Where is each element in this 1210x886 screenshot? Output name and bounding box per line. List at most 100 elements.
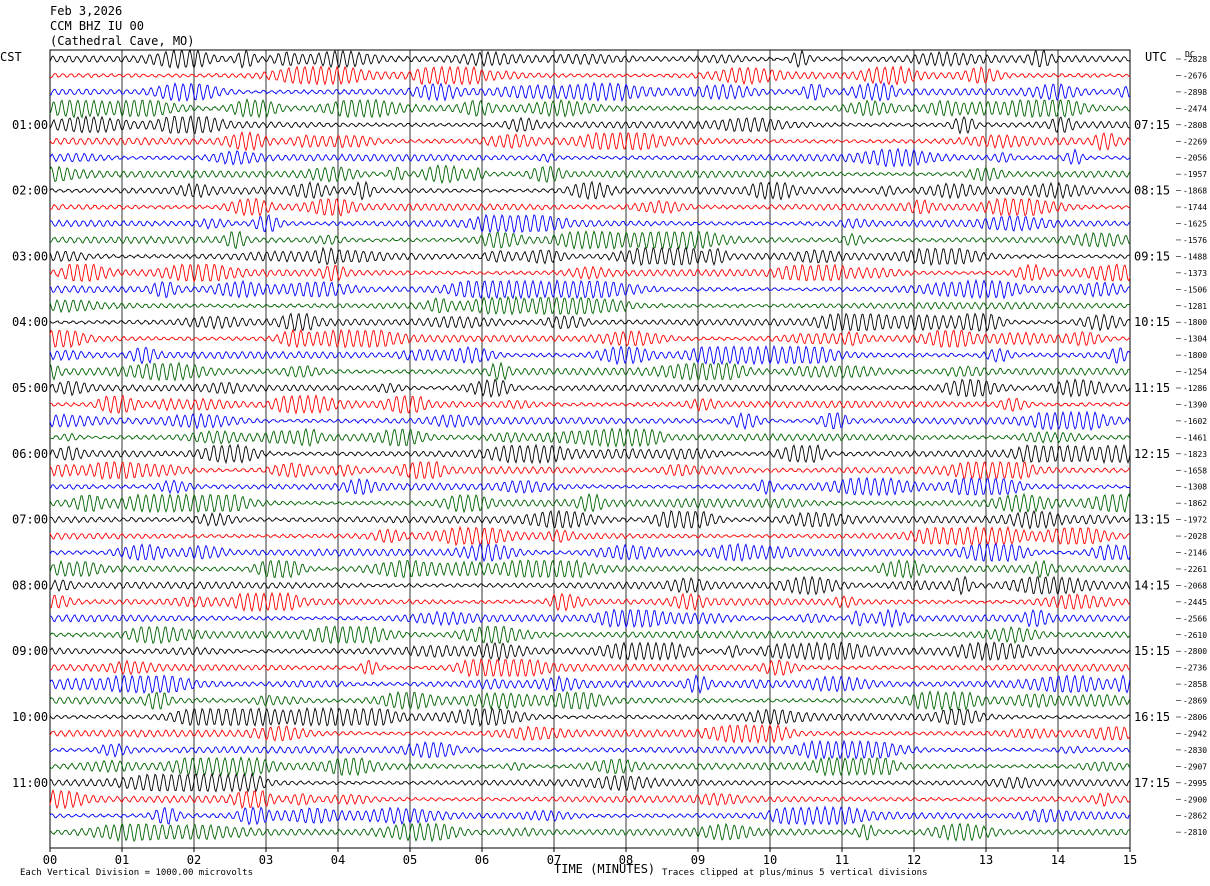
seismic-trace (49, 476, 1131, 497)
seismic-trace (49, 509, 1131, 530)
dc-offset-label: -1862 (1183, 499, 1207, 508)
dc-offset-label: -2828 (1183, 55, 1207, 64)
cst-hour-label: 08:00 (12, 578, 48, 592)
dc-offset-label: -2736 (1183, 664, 1207, 673)
cst-hour-label: 10:00 (12, 710, 48, 724)
cst-hour-label: 02:00 (12, 184, 48, 198)
x-tick-label: 02 (187, 853, 201, 867)
utc-time-label: 14:15 (1134, 578, 1170, 592)
seismic-trace (49, 724, 1131, 745)
x-tick-label: 04 (331, 853, 345, 867)
dc-offset-label: -2261 (1183, 565, 1207, 574)
dc-offset-label: -2056 (1183, 154, 1207, 163)
dc-offset-label: -2806 (1183, 713, 1207, 722)
dc-offset-labels: -2828 -2676 -2898 -2474 -2808 -2269 -2056 -1957… (1176, 55, 1207, 837)
seismic-trace (49, 81, 1131, 103)
utc-time-label: 11:15 (1134, 381, 1170, 395)
dc-offset-label: -2995 (1183, 779, 1207, 788)
dc-offset-label: -2907 (1183, 762, 1207, 771)
scale-note: Each Vertical Division = 1000.00 microvo… (20, 868, 253, 878)
dc-offset-label: -2858 (1183, 680, 1207, 689)
seismic-trace (49, 443, 1131, 465)
dc-offset-label: -2028 (1183, 532, 1207, 541)
seismic-trace (49, 147, 1131, 168)
seismic-trace (49, 460, 1131, 480)
seismic-trace (49, 492, 1131, 514)
dc-offset-label: -2900 (1183, 795, 1207, 804)
x-tick-label: 12 (907, 853, 921, 867)
dc-offset-label: -1823 (1183, 450, 1207, 459)
cst-hour-label: 01:00 (12, 118, 48, 132)
seismic-trace (49, 756, 1131, 777)
x-axis-title: TIME (MINUTES) (554, 862, 656, 876)
cst-hour-label: 11:00 (12, 776, 48, 790)
seismic-trace (49, 164, 1131, 185)
dc-offset-label: -2800 (1183, 647, 1207, 656)
utc-time-label: 15:15 (1134, 644, 1170, 658)
dc-offset-label: -1957 (1183, 170, 1207, 179)
left-timezone-label: CST (0, 50, 22, 64)
seismic-trace (49, 263, 1131, 283)
dc-offset-label: -1281 (1183, 302, 1207, 311)
x-tick-label: 13 (979, 853, 993, 867)
seismic-trace (49, 180, 1131, 201)
x-tick-label: 07 (547, 853, 561, 867)
utc-time-label: 16:15 (1134, 710, 1170, 724)
seismic-trace (49, 64, 1131, 86)
x-tick-label: 03 (259, 853, 273, 867)
seismic-trace (49, 542, 1131, 563)
utc-time-label: 08:15 (1134, 184, 1170, 198)
seismic-trace (49, 591, 1131, 613)
seismic-trace (49, 197, 1131, 217)
dc-offset-label: -1602 (1183, 417, 1207, 426)
x-tick-label: 01 (115, 853, 129, 867)
seismic-trace (49, 706, 1131, 727)
dc-offset-label: -2898 (1183, 88, 1207, 97)
seismic-trace (49, 525, 1131, 547)
utc-time-label: 10:15 (1134, 315, 1170, 329)
right-time-ticks: 07:15 08:15 09:15 10:15 11:15 12:15 13:15 14:15… (1134, 118, 1170, 790)
right-timezone-label: UTC (1145, 50, 1167, 64)
dc-offset-label: -2676 (1183, 71, 1207, 80)
plot-frame (49, 49, 1131, 849)
chart-grid (49, 49, 1131, 849)
x-tick-label: 11 (835, 853, 849, 867)
seismic-trace (49, 394, 1131, 415)
seismic-trace (49, 312, 1131, 332)
dc-offset-label: -2808 (1183, 121, 1207, 130)
dc-offset-label: -2810 (1183, 828, 1207, 837)
seismic-trace (49, 625, 1131, 645)
seismic-trace (49, 229, 1131, 251)
utc-time-label: 07:15 (1134, 118, 1170, 132)
seismic-trace (49, 789, 1131, 810)
seismic-trace (50, 213, 1131, 234)
seismic-traces (49, 48, 1131, 843)
seismic-trace (49, 246, 1130, 267)
cst-hour-label: 09:00 (12, 644, 48, 658)
dc-label: DC (1185, 50, 1195, 59)
dc-offset-label: -1254 (1183, 368, 1207, 377)
dc-offset-label: -1800 (1183, 351, 1207, 360)
seismic-trace (49, 130, 1131, 152)
seismic-trace (49, 641, 1131, 662)
dc-offset-label: -1308 (1183, 483, 1207, 492)
dc-offset-label: -1658 (1183, 466, 1207, 475)
cst-hour-label: 05:00 (12, 381, 48, 395)
x-tick-label: 10 (763, 853, 777, 867)
dc-offset-label: -2269 (1183, 137, 1207, 146)
seismic-trace (49, 821, 1131, 843)
seismic-trace (49, 674, 1131, 695)
seismic-trace (49, 608, 1131, 629)
cst-hour-label: 07:00 (12, 513, 48, 527)
seismic-trace (49, 378, 1131, 399)
seismic-trace (49, 361, 1131, 382)
dc-offset-label: -1390 (1183, 400, 1207, 409)
seismic-trace (49, 575, 1131, 596)
dc-offset-label: -2610 (1183, 631, 1207, 640)
seismic-trace (49, 690, 1131, 712)
dc-offset-label: -2445 (1183, 598, 1207, 607)
utc-time-label: 12:15 (1134, 447, 1170, 461)
utc-time-label: 13:15 (1134, 513, 1170, 527)
utc-time-label: 09:15 (1134, 249, 1170, 263)
station-location: (Cathedral Cave, MO) (50, 34, 195, 48)
